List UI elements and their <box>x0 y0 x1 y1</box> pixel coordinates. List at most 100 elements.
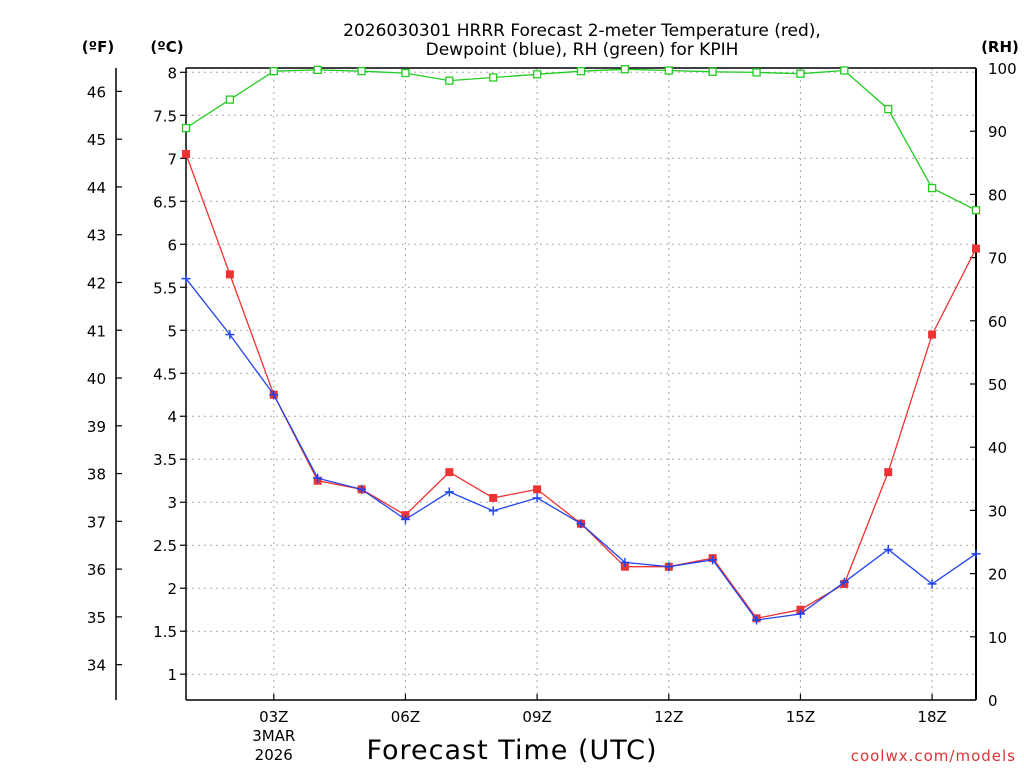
x-tick-label: 03Z <box>259 708 288 726</box>
celsius-tick-label: 2 <box>167 580 177 598</box>
celsius-tick-label: 3.5 <box>153 451 177 469</box>
x-tick-sublabel: 3MAR <box>252 727 295 745</box>
rh-tick-label: 40 <box>988 439 1007 457</box>
celsius-tick-label: 8 <box>167 64 177 82</box>
rh-tick-label: 60 <box>988 313 1007 331</box>
celsius-tick-label: 7 <box>167 150 177 168</box>
chart-title: 2026030301 HRRR Forecast 2-meter Tempera… <box>343 21 821 60</box>
fahrenheit-tick-label: 40 <box>87 370 106 388</box>
dewpoint-point <box>400 514 410 524</box>
rh-point <box>532 70 542 79</box>
rh-tick-label: 20 <box>988 566 1007 584</box>
celsius-tick-label: 5 <box>167 322 177 340</box>
fahrenheit-tick-label: 34 <box>87 657 106 675</box>
x-tick-label: 09Z <box>522 708 551 726</box>
dewpoint-point <box>181 274 191 284</box>
dewpoint-point <box>883 545 893 555</box>
temperature-point <box>533 485 542 494</box>
x-axis-title: Forecast Time (UTC) <box>366 735 657 766</box>
celsius-tick-label: 7.5 <box>153 107 177 125</box>
x-tick-label: 15Z <box>786 708 815 726</box>
fahrenheit-tick-label: 41 <box>87 322 106 340</box>
celsius-tick-label: 2.5 <box>153 537 177 555</box>
rh-tick-label: 70 <box>988 250 1007 268</box>
title-line-2: Dewpoint (blue), RH (green) for KPIH <box>426 40 739 60</box>
dewpoint-point <box>532 493 542 503</box>
rh-point <box>840 66 849 75</box>
celsius-tick-label: 6.5 <box>153 193 177 211</box>
rh-point <box>269 67 278 76</box>
rh-point <box>225 95 235 104</box>
celsius-tick-label: 1 <box>167 666 177 684</box>
title-line-1: 2026030301 HRRR Forecast 2-meter Tempera… <box>343 21 821 41</box>
temperature-point <box>884 468 893 477</box>
fahrenheit-tick-label: 36 <box>87 561 106 579</box>
x-tick-sublabel: 2026 <box>255 746 293 764</box>
fahrenheit-unit-label: (ºF) <box>82 38 114 56</box>
fahrenheit-tick-label: 44 <box>87 179 106 197</box>
celsius-unit-label: (ºC) <box>150 38 183 56</box>
rh-point <box>708 67 717 76</box>
rh-point <box>576 67 586 76</box>
rh-point <box>796 69 805 78</box>
fahrenheit-tick-label: 42 <box>87 274 106 292</box>
celsius-tick-label: 4.5 <box>153 365 177 383</box>
celsius-tick-label: 1.5 <box>153 623 177 641</box>
temperature-point <box>972 244 980 253</box>
rh-point <box>181 123 191 133</box>
rh-tick-label: 100 <box>988 60 1017 78</box>
rh-point <box>313 65 322 75</box>
celsius-tick-label: 3 <box>167 494 177 512</box>
dewpoint-point <box>313 473 323 483</box>
temperature-point <box>225 270 234 279</box>
celsius-tick-label: 5.5 <box>153 279 177 297</box>
dewpoint-point <box>576 519 586 529</box>
celsius-tick-label: 4 <box>167 408 177 426</box>
rh-point <box>971 206 981 215</box>
dewpoint-point <box>225 330 235 340</box>
fahrenheit-tick-label: 35 <box>87 609 106 627</box>
dewpoint-point <box>620 557 630 567</box>
rh-tick-label: 90 <box>988 123 1007 141</box>
rh-point <box>620 65 630 74</box>
rh-tick-label: 80 <box>988 186 1007 204</box>
dewpoint-point <box>357 484 367 494</box>
fahrenheit-tick-label: 37 <box>87 513 106 531</box>
temperature-point <box>928 330 937 339</box>
x-tick-label: 06Z <box>391 708 420 726</box>
dewpoint-point <box>752 615 762 625</box>
temperature-point <box>489 493 498 502</box>
axes-layer <box>115 67 977 701</box>
dewpoint-point <box>795 609 805 619</box>
temperature-point <box>445 468 454 477</box>
rh-point <box>357 67 366 76</box>
rh-tick-label: 50 <box>988 376 1007 394</box>
rh-point <box>927 183 937 193</box>
x-tick-label: 18Z <box>917 708 946 726</box>
fahrenheit-tick-label: 38 <box>87 466 106 484</box>
rh-tick-label: 0 <box>988 692 998 710</box>
rh-point <box>664 66 673 75</box>
x-tick-label: 12Z <box>654 708 683 726</box>
dewpoint-point <box>664 562 674 572</box>
celsius-tick-label: 6 <box>167 236 177 254</box>
dewpoint-point <box>971 549 981 559</box>
dewpoint-line <box>185 278 977 621</box>
rh-tick-label: 10 <box>988 629 1007 647</box>
rh-point <box>752 68 761 77</box>
dewpoint-point <box>839 577 849 587</box>
fahrenheit-tick-label: 43 <box>87 227 106 245</box>
temperature-point <box>182 149 190 158</box>
rh-point <box>884 104 893 114</box>
fahrenheit-tick-label: 46 <box>87 83 106 101</box>
dewpoint-point <box>444 487 454 497</box>
dewpoint-point <box>927 579 937 589</box>
tick-labels-layer: 1 1.5 2 2.5 3 3.5 4 4.5 5 5.5 6 6.5 7 7.5 8 34 35 36 37 38 3… <box>87 60 1017 764</box>
dewpoint-point <box>269 390 279 400</box>
grid-layer <box>186 68 976 700</box>
rh-line <box>185 68 977 211</box>
series-layer <box>181 65 981 625</box>
dewpoint-point <box>708 555 718 565</box>
rh-point <box>445 76 454 85</box>
